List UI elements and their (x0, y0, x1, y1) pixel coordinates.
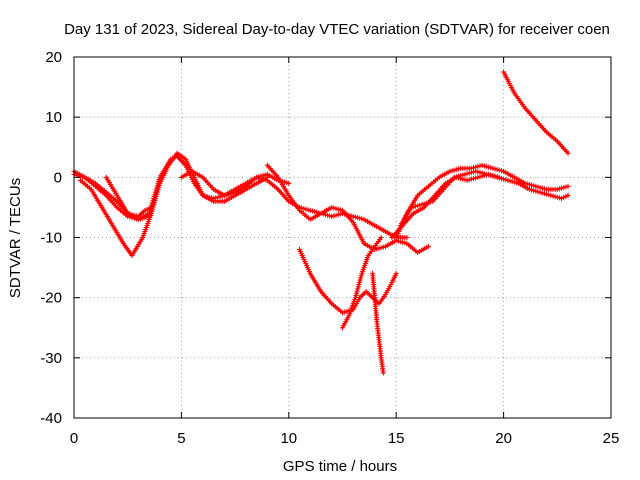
series-markers (389, 171, 502, 241)
y-tick-label: -10 (40, 230, 62, 247)
y-tick-label: -30 (40, 350, 62, 367)
y-tick-label: 10 (45, 109, 62, 126)
series-track-6 (264, 162, 432, 256)
plot-series (71, 69, 571, 376)
x-tick-label: 20 (495, 430, 512, 447)
series-track-4 (103, 174, 152, 223)
series-track-9 (369, 271, 386, 376)
chart-title: Day 131 of 2023, Sidereal Day-to-day VTE… (64, 21, 610, 38)
y-tick-label: 0 (54, 169, 62, 186)
series-markers (501, 69, 571, 156)
series-markers (103, 174, 152, 223)
series-markers (264, 162, 432, 256)
x-tick-label: 5 (177, 430, 185, 447)
x-tick-label: 15 (388, 430, 405, 447)
y-tick-label: 20 (45, 49, 62, 66)
series-track-8 (339, 234, 384, 331)
y-tick-label: -20 (40, 290, 62, 307)
series-markers (369, 271, 386, 376)
y-tick-label: -40 (40, 410, 62, 427)
series-track-12 (389, 171, 502, 241)
series-markers (178, 168, 410, 241)
x-axis: 0 5 10 15 20 25 (70, 57, 620, 447)
x-tick-label: 0 (70, 430, 78, 447)
y-axis: -40 -30 -20 -10 0 10 20 (40, 49, 611, 427)
series-markers (339, 234, 384, 331)
x-tick-label: 10 (280, 430, 297, 447)
series-track-2 (77, 150, 270, 259)
series-track-13 (501, 69, 571, 156)
x-axis-label: GPS time / hours (283, 458, 397, 475)
y-axis-label: SDTVAR / TECUs (7, 178, 24, 298)
x-tick-label: 25 (603, 430, 620, 447)
